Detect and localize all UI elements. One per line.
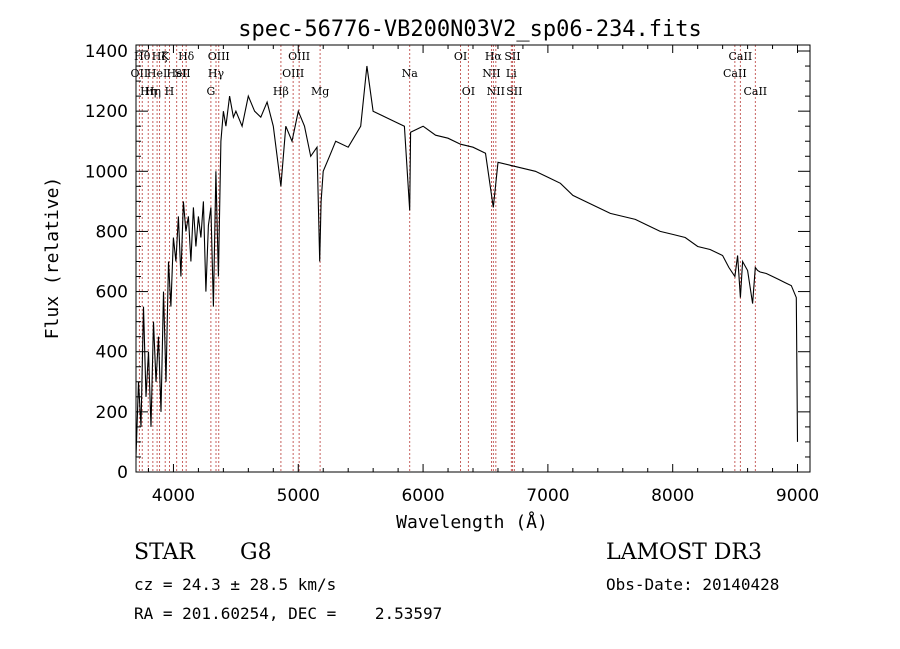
x-tick-label: 4000 <box>152 486 195 506</box>
spectral-line-label: Na <box>402 67 419 80</box>
spectral-line-label: Hα <box>485 50 503 63</box>
spectral-line-label: Hθ <box>134 50 151 63</box>
spectral-line-label: Li <box>506 67 517 80</box>
spectral-line-label: SII <box>174 67 190 80</box>
spectral-line-label: OIII <box>288 50 310 63</box>
spectral-line-label: Hδ <box>178 50 195 63</box>
observation-date: Obs-Date: 20140428 <box>606 575 780 594</box>
spectral-line-label: Hβ <box>273 85 289 98</box>
spectral-line-labels: OIIHθHηHηHeIHζKHHeISIIHδGHγOIIIHβOIIIOII… <box>131 50 768 98</box>
spectral-line-label: Hη <box>145 85 161 98</box>
y-axis-ticks: 0 200 400 600 800 1000 1200 1400 <box>85 42 810 483</box>
survey-name: LAMOST DR3 <box>606 540 762 565</box>
spectrum-chart: spec-56776-VB200N03V2_sp06-234.fits OIIH… <box>42 17 819 533</box>
x-tick-label: 7000 <box>526 486 569 506</box>
chart-title: spec-56776-VB200N03V2_sp06-234.fits <box>238 17 702 42</box>
spectral-line-label: OI <box>454 50 467 63</box>
spectral-line-label: Hη <box>140 85 156 98</box>
spectral-line-label: CaII <box>723 67 747 80</box>
spectral-line-label: Mg <box>311 85 329 98</box>
x-tick-label: 5000 <box>277 486 320 506</box>
y-tick-label: 400 <box>96 343 128 363</box>
x-axis-ticks: 4000 5000 6000 7000 8000 9000 <box>147 45 819 506</box>
spectral-line-label: HeI <box>166 67 186 80</box>
spectral-line-label: G <box>206 85 215 98</box>
spectrum-series-line <box>135 65 799 458</box>
object-class: STAR <box>134 540 195 565</box>
spectral-line-label: OIII <box>282 67 304 80</box>
x-tick-label: 9000 <box>776 486 819 506</box>
y-tick-label: 600 <box>96 283 128 303</box>
spectral-line-label: SII <box>506 85 522 98</box>
spectral-line-label: K <box>161 50 170 63</box>
object-subclass: G8 <box>240 540 272 565</box>
x-axis-label: Wavelength (Å) <box>396 511 548 533</box>
y-tick-label: 1400 <box>85 42 128 62</box>
spectral-line-label: Hγ <box>208 67 225 80</box>
spectral-line-label: Hζ <box>152 50 168 63</box>
redshift-cz: cz = 24.3 ± 28.5 km/s <box>134 575 337 594</box>
y-tick-label: 800 <box>96 222 128 242</box>
y-tick-label: 200 <box>96 403 128 423</box>
y-tick-label: 0 <box>117 463 128 483</box>
spectral-line-label: OIII <box>208 50 230 63</box>
y-tick-label: 1000 <box>85 162 128 182</box>
plot-frame <box>135 44 811 473</box>
y-tick-label: 1200 <box>85 102 128 122</box>
spectral-line-label: CaII <box>743 85 767 98</box>
spectral-line-label: CaII <box>729 50 753 63</box>
spectral-line-label: OII <box>131 67 149 80</box>
spectral-line-label: HeI <box>147 67 167 80</box>
spectral-line-label: OI <box>462 85 475 98</box>
x-tick-label: 6000 <box>401 486 444 506</box>
spectral-line-label: NII <box>487 85 505 98</box>
spectral-line-label: NII <box>482 67 500 80</box>
spectral-line-label: H <box>165 85 175 98</box>
y-axis-label: Flux (relative) <box>42 177 63 340</box>
x-tick-label: 8000 <box>651 486 694 506</box>
coordinates: RA = 201.60254, DEC = 2.53597 <box>134 604 443 623</box>
spectral-line-label: SII <box>504 50 520 63</box>
